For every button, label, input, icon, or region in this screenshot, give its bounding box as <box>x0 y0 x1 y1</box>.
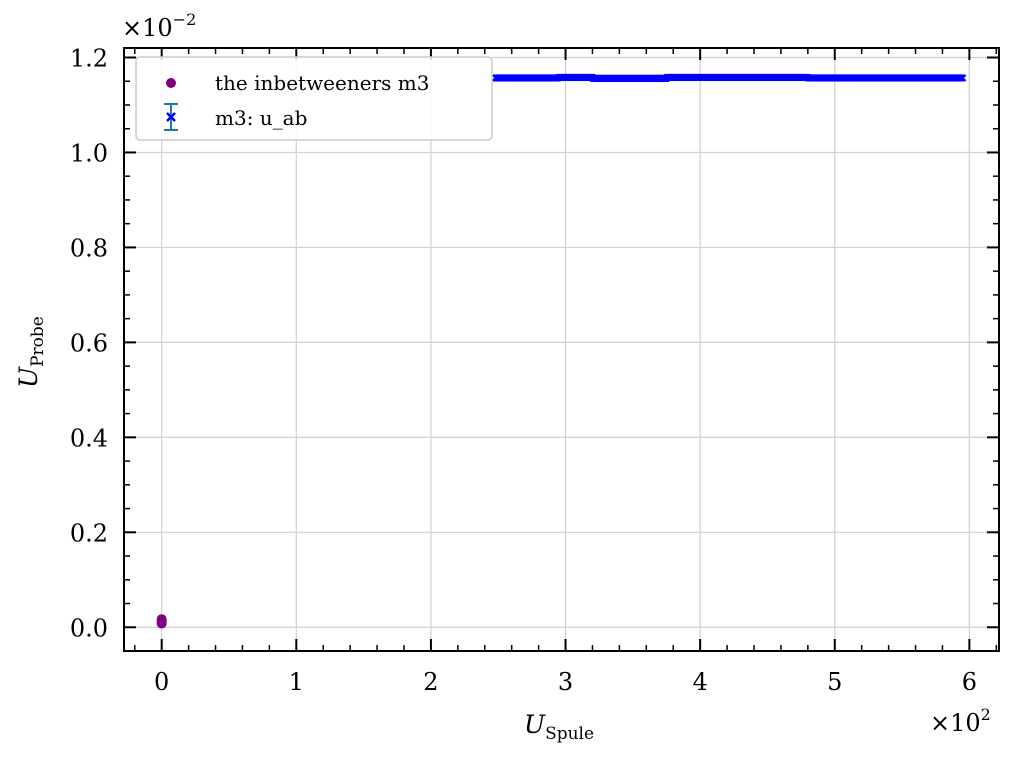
x-axis-label: USpule <box>524 710 594 744</box>
x-tick-label: 2 <box>423 668 438 696</box>
x-axis-multiplier: ×102 <box>930 705 991 737</box>
y-tick-label: 0.0 <box>70 614 108 642</box>
x-tick-label: 6 <box>962 668 977 696</box>
y-tick-labels: 0.0 0.2 0.4 0.6 0.8 1.0 1.2 <box>70 44 108 642</box>
y-tick-label: 0.4 <box>70 424 108 452</box>
plot-data <box>156 73 967 629</box>
x-tick-label: 0 <box>154 668 169 696</box>
y-tick-label: 0.6 <box>70 329 108 357</box>
y-tick-label: 0.8 <box>70 234 108 262</box>
y-axis-multiplier: ×10−2 <box>122 10 196 42</box>
circle-point <box>156 614 167 625</box>
y-tick-label: 1.2 <box>70 44 108 72</box>
legend-label-u-ab: m3: u_ab <box>215 106 307 130</box>
x-tick-label: 1 <box>289 668 304 696</box>
y-axis-label: UProbe <box>14 316 48 388</box>
legend-label-inbetweeners: the inbetweeners m3 <box>215 71 429 95</box>
x-tick-label: 4 <box>693 668 708 696</box>
x-marker-point <box>958 74 967 82</box>
legend-marker-circle <box>166 78 176 88</box>
legend-marker-errorbar <box>164 103 178 131</box>
y-tick-label: 1.0 <box>70 139 108 167</box>
x-tick-labels: 0 1 2 3 4 5 6 <box>154 668 977 696</box>
grid <box>124 48 999 651</box>
plot-frame <box>123 47 1000 652</box>
legend: the inbetweeners m3 m3: u_ab <box>135 56 493 141</box>
axis-ticks <box>124 48 999 652</box>
y-tick-label: 0.2 <box>70 519 108 547</box>
legend-frame <box>135 56 493 141</box>
x-tick-label: 5 <box>827 668 842 696</box>
x-tick-label: 3 <box>558 668 573 696</box>
